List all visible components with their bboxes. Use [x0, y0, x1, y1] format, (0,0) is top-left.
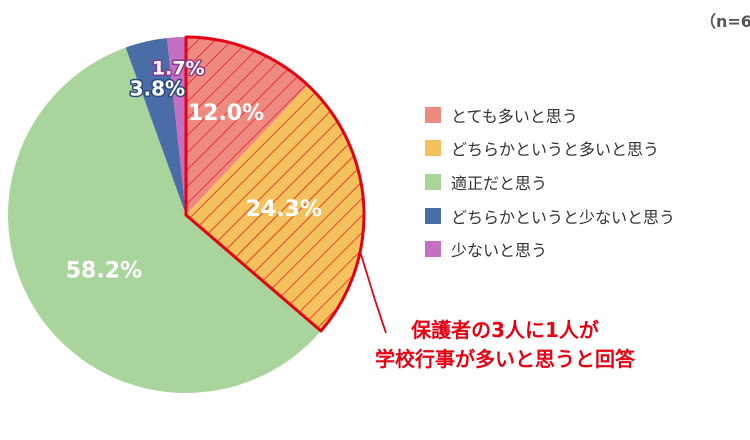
- legend-swatch-5: [425, 241, 441, 258]
- legend-swatch-2: [425, 140, 441, 157]
- legend-label-1: とても多いと思う: [451, 106, 578, 126]
- sample-size-note: （n=6: [700, 12, 750, 31]
- callout-leader-line: [359, 251, 387, 334]
- legend-item-1: とても多いと思う: [425, 98, 675, 132]
- pie-slice-4: [125, 38, 186, 216]
- legend-label-5: 少ないと思う: [451, 241, 548, 261]
- callout-line-1: 保護者の3人に1人が: [411, 318, 599, 342]
- slice-label-3: 58.2%: [66, 259, 142, 284]
- pie-slice-2-hatch: [186, 85, 365, 332]
- legend-swatch-1: [425, 106, 441, 123]
- legend-label-4: どちらかというと少ないと思う: [451, 207, 676, 227]
- legend-label-2: どちらかというと多いと思う: [451, 140, 660, 160]
- legend-item-5: 少ないと思う: [425, 232, 675, 266]
- legend-item-4: どちらかというと少ないと思う: [425, 199, 675, 233]
- pie-slice-5: [167, 36, 186, 215]
- slice-label-5: 1.7%: [152, 58, 205, 80]
- legend-item-3: 適正だと思う: [425, 165, 675, 199]
- pie-slice-1-hatch: [186, 37, 308, 215]
- slice-label-1: 12.0%: [188, 101, 264, 126]
- legend-label-3: 適正だと思う: [451, 173, 548, 193]
- highlight-outline: [184, 35, 366, 333]
- slice-label-2: 24.3%: [246, 197, 322, 222]
- callout-line-2: 学校行事が多いと思うと回答: [375, 347, 635, 371]
- legend-swatch-3: [425, 173, 441, 190]
- callout-text: 保護者の3人に1人が 学校行事が多いと思うと回答: [345, 316, 665, 374]
- slice-label-4: 3.8%: [130, 77, 185, 101]
- legend: とても多いと思うどちらかというと多いと思う 適正だと思うどちらかというと少ないと思…: [425, 98, 675, 266]
- legend-item-2: どちらかというと多いと思う: [425, 132, 675, 166]
- legend-swatch-4: [425, 207, 441, 224]
- pie-slice-3: [8, 47, 321, 393]
